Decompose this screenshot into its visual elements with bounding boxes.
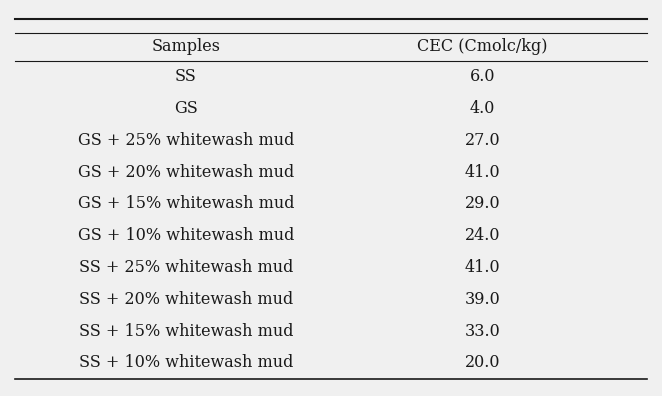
Text: 6.0: 6.0 (470, 68, 495, 85)
Text: GS + 10% whitewash mud: GS + 10% whitewash mud (77, 227, 294, 244)
Text: 20.0: 20.0 (465, 354, 500, 371)
Text: 24.0: 24.0 (465, 227, 500, 244)
Text: SS + 25% whitewash mud: SS + 25% whitewash mud (79, 259, 293, 276)
Text: GS: GS (174, 100, 198, 117)
Text: GS + 15% whitewash mud: GS + 15% whitewash mud (77, 195, 294, 212)
Text: Samples: Samples (152, 38, 220, 55)
Text: SS: SS (175, 68, 197, 85)
Text: 4.0: 4.0 (470, 100, 495, 117)
Text: GS + 20% whitewash mud: GS + 20% whitewash mud (78, 164, 294, 181)
Text: 41.0: 41.0 (465, 259, 500, 276)
Text: 29.0: 29.0 (465, 195, 500, 212)
Text: CEC (Cmolc/kg): CEC (Cmolc/kg) (417, 38, 548, 55)
Text: GS + 25% whitewash mud: GS + 25% whitewash mud (77, 132, 294, 149)
Text: 39.0: 39.0 (465, 291, 500, 308)
Text: SS + 15% whitewash mud: SS + 15% whitewash mud (79, 323, 293, 340)
Text: 33.0: 33.0 (465, 323, 500, 340)
Text: SS + 20% whitewash mud: SS + 20% whitewash mud (79, 291, 293, 308)
Text: SS + 10% whitewash mud: SS + 10% whitewash mud (79, 354, 293, 371)
Text: 41.0: 41.0 (465, 164, 500, 181)
Text: 27.0: 27.0 (465, 132, 500, 149)
